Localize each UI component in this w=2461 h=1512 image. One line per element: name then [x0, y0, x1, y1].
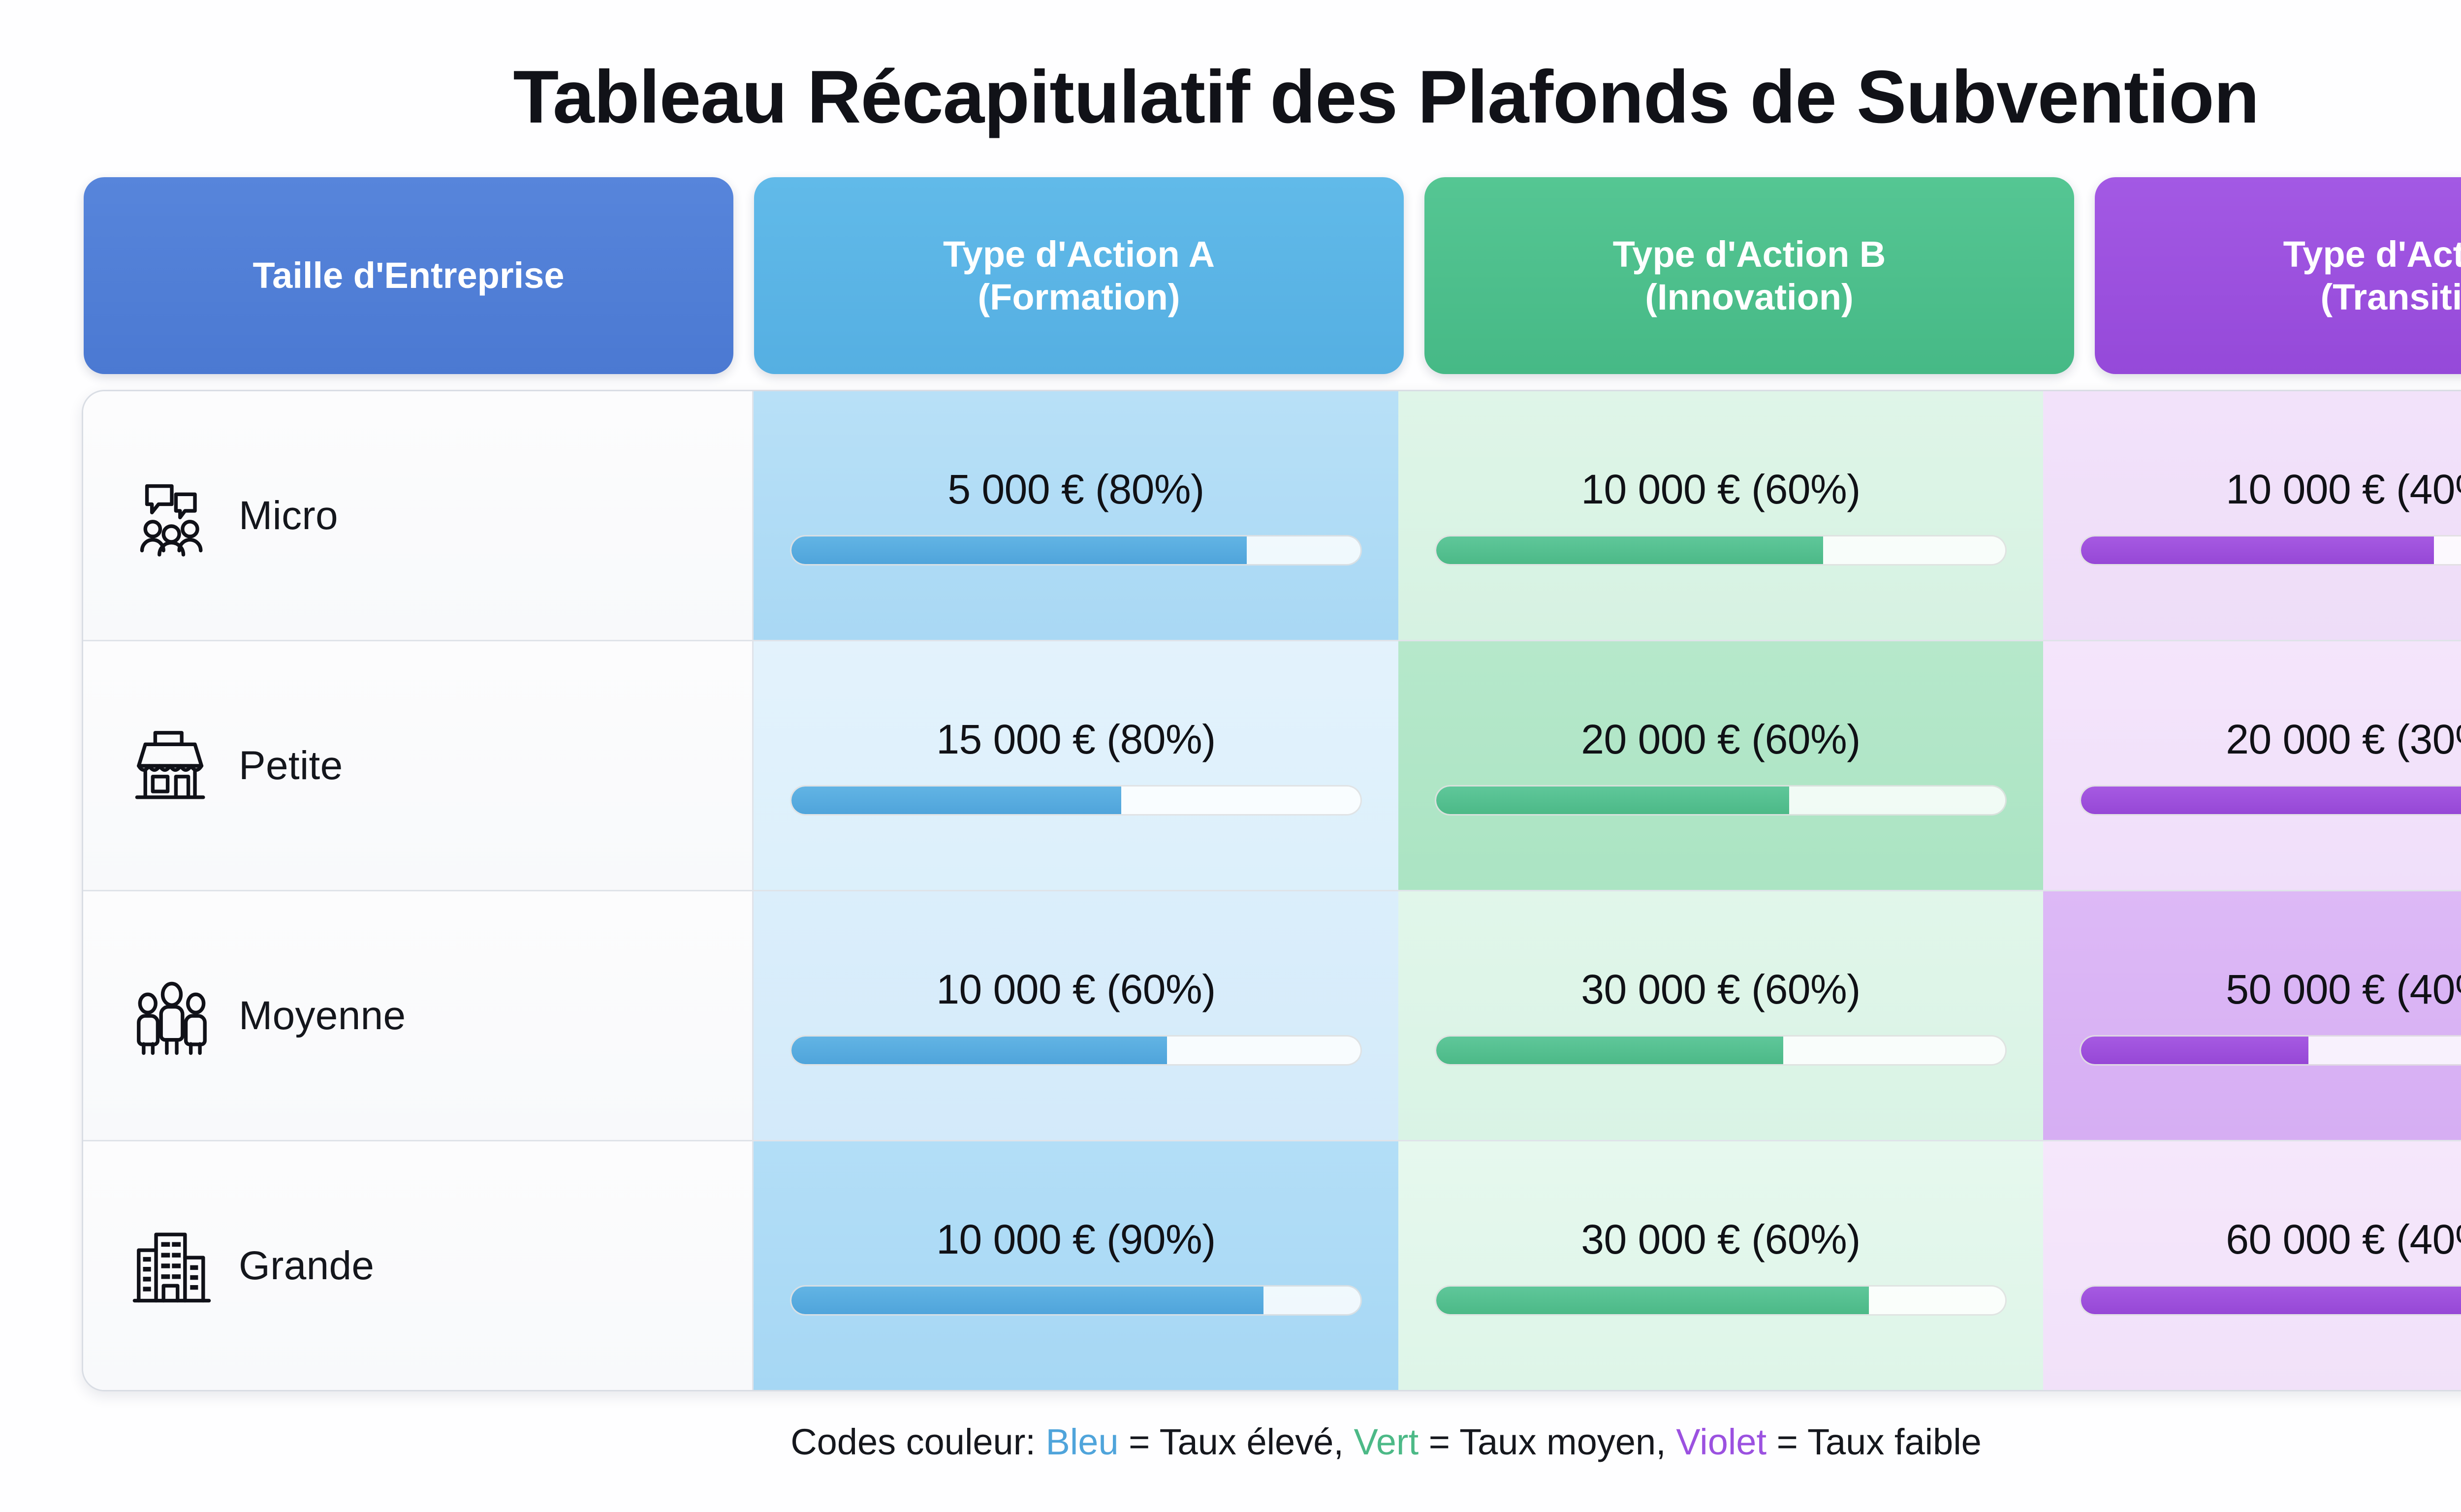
progress-bar-fill: [1436, 1287, 1869, 1314]
legend-violet-label: Violet: [1676, 1421, 1767, 1462]
cell-value: 10 000 € (60%): [936, 966, 1216, 1012]
cell-value: 30 000 € (60%): [1581, 966, 1861, 1012]
progress-bar: [1435, 785, 2007, 816]
progress-bar: [2080, 785, 2461, 816]
column-header-action-a-line2: (Formation): [978, 277, 1180, 317]
table-row: Moyenne 10 000 € (60%) 30 000 € (60%) 50…: [83, 891, 2461, 1141]
cell-moyenne-action-c: 50 000 € (40%): [2043, 891, 2461, 1140]
table-row: Petite 15 000 € (80%) 20 000 € (60%) 20 …: [83, 641, 2461, 891]
row-label-cell-petite: Petite: [83, 641, 754, 890]
row-label-moyenne: Moyenne: [239, 993, 406, 1038]
cell-grande-action-c: 60 000 € (40%): [2043, 1141, 2461, 1390]
cell-value: 60 000 € (40%): [2226, 1216, 2461, 1262]
legend-prefix: Codes couleur:: [790, 1421, 1046, 1462]
progress-bar: [790, 785, 1362, 816]
summary-table: Taille d'Entreprise Type d'Action A (For…: [82, 177, 2461, 1391]
column-header-action-c-line2: (Transition): [2320, 277, 2461, 317]
column-header-action-a: Type d'Action A (Formation): [754, 177, 1404, 374]
row-label-cell-moyenne: Moyenne: [83, 891, 754, 1140]
page-title: Tableau Récapitulatif des Plafonds de Su…: [513, 55, 2259, 139]
office-buildings-icon: [130, 1225, 213, 1307]
cell-micro-action-c: 10 000 € (40%): [2043, 391, 2461, 640]
progress-bar-fill: [791, 1037, 1167, 1064]
progress-bar-fill: [791, 787, 1122, 814]
three-people-icon: [130, 975, 213, 1057]
cell-moyenne-action-b: 30 000 € (60%): [1398, 891, 2043, 1140]
legend-bleu-text: = Taux élevé,: [1118, 1421, 1354, 1462]
progress-bar-fill: [2081, 787, 2461, 814]
cell-moyenne-action-a: 10 000 € (60%): [754, 891, 1398, 1140]
row-label-micro: Micro: [239, 493, 338, 538]
column-header-action-b-line1: Type d'Action B: [1612, 233, 1886, 275]
cell-value: 20 000 € (60%): [1581, 716, 1861, 762]
table-row: Micro 5 000 € (80%) 10 000 € (60%) 10 00…: [83, 391, 2461, 641]
column-header-action-b: Type d'Action B (Innovation): [1424, 177, 2074, 374]
table-body: Micro 5 000 € (80%) 10 000 € (60%) 10 00…: [82, 390, 2461, 1391]
progress-bar: [1435, 1035, 2007, 1066]
progress-bar-fill: [2081, 536, 2434, 564]
column-header-action-b-line2: (Innovation): [1645, 277, 1854, 317]
legend-violet-text: = Taux faible: [1767, 1421, 1982, 1462]
cell-micro-action-b: 10 000 € (60%): [1398, 391, 2043, 640]
row-label-grande: Grande: [239, 1243, 375, 1288]
color-legend: Codes couleur: Bleu = Taux élevé, Vert =…: [790, 1421, 1982, 1463]
legend-bleu-label: Bleu: [1045, 1421, 1119, 1462]
progress-bar: [790, 535, 1362, 566]
cell-value: 50 000 € (40%): [2226, 966, 2461, 1012]
row-label-petite: Petite: [239, 743, 343, 788]
progress-bar: [1435, 1285, 2007, 1316]
row-label-cell-micro: Micro: [83, 391, 754, 640]
progress-bar-fill: [2081, 1037, 2309, 1064]
cell-value: 30 000 € (60%): [1581, 1216, 1861, 1262]
cell-petite-action-c: 20 000 € (30%): [2043, 641, 2461, 890]
legend-vert-text: = Taux moyen,: [1419, 1421, 1676, 1462]
column-header-size: Taille d'Entreprise: [84, 177, 733, 374]
progress-bar: [1435, 535, 2007, 566]
cell-micro-action-a: 5 000 € (80%): [754, 391, 1398, 640]
cell-value: 20 000 € (30%): [2226, 716, 2461, 762]
people-speech-bubbles-icon: [130, 474, 213, 557]
cell-grande-action-b: 30 000 € (60%): [1398, 1141, 2043, 1390]
progress-bar: [2080, 1035, 2461, 1066]
column-header-action-a-line1: Type d'Action A: [943, 233, 1215, 275]
column-header-action-c: Type d'Action C (Transition): [2095, 177, 2461, 374]
cell-value: 10 000 € (90%): [936, 1216, 1216, 1262]
cell-value: 15 000 € (80%): [936, 716, 1216, 762]
progress-bar: [790, 1285, 1362, 1316]
progress-bar: [790, 1035, 1362, 1066]
progress-bar-fill: [1436, 787, 1789, 814]
column-header-size-line1: Taille d'Entreprise: [252, 255, 565, 296]
storefront-icon: [130, 724, 213, 807]
cell-petite-action-a: 15 000 € (80%): [754, 641, 1398, 890]
cell-petite-action-b: 20 000 € (60%): [1398, 641, 2043, 890]
legend-vert-label: Vert: [1354, 1421, 1419, 1462]
progress-bar: [2080, 535, 2461, 566]
cell-value: 10 000 € (60%): [1581, 466, 1861, 512]
table-header-row: Taille d'Entreprise Type d'Action A (For…: [84, 177, 2461, 374]
column-header-action-c-line1: Type d'Action C: [2283, 233, 2461, 275]
progress-bar-fill: [791, 536, 1247, 564]
progress-bar-fill: [1436, 536, 1824, 564]
progress-bar: [2080, 1285, 2461, 1316]
row-label-cell-grande: Grande: [83, 1141, 754, 1390]
cell-grande-action-a: 10 000 € (90%): [754, 1141, 1398, 1390]
cell-value: 5 000 € (80%): [947, 466, 1204, 512]
progress-bar-fill: [791, 1287, 1264, 1314]
progress-bar-fill: [2081, 1287, 2461, 1314]
cell-value: 10 000 € (40%): [2226, 466, 2461, 512]
table-row: Grande 10 000 € (90%) 30 000 € (60%) 60 …: [83, 1141, 2461, 1390]
progress-bar-fill: [1436, 1037, 1784, 1064]
